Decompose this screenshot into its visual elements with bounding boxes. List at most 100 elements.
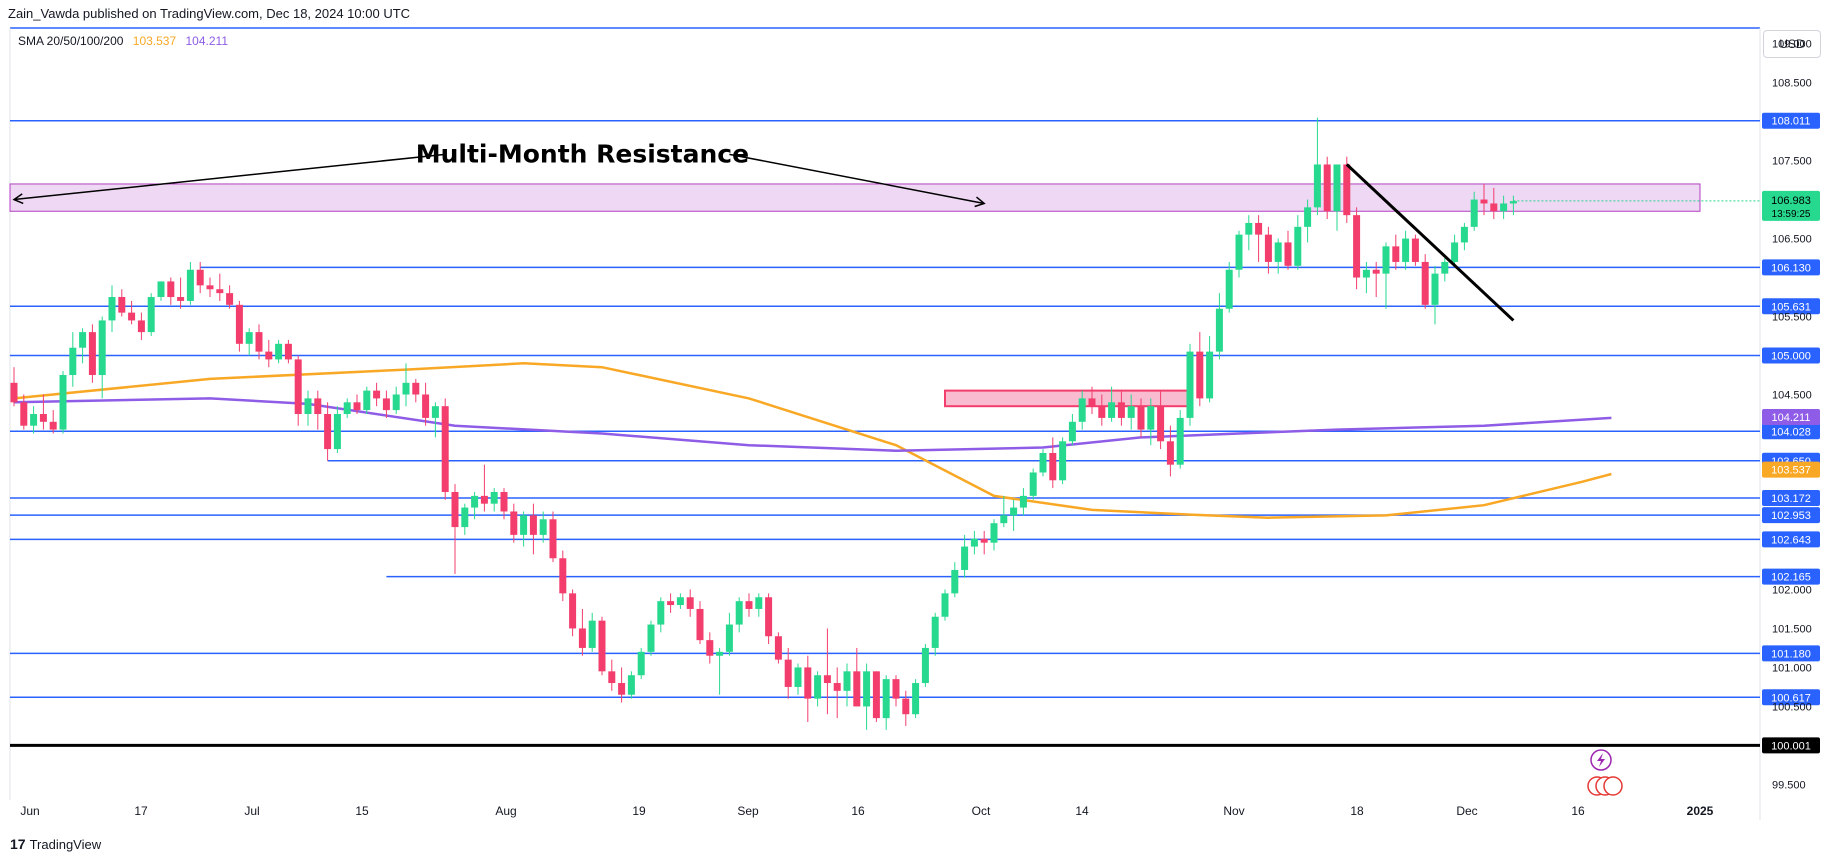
candle-body-131 (1294, 226, 1302, 266)
candle-138 (1362, 261, 1370, 294)
candle-96 (951, 562, 959, 598)
candle-body-123 (1215, 308, 1223, 352)
candle-129 (1274, 238, 1282, 274)
last-price-bg (1762, 190, 1820, 221)
candle-36 (363, 386, 371, 414)
level-label-text-0: 108.011 (1772, 116, 1811, 128)
candle-body-17 (177, 297, 185, 301)
candle-body-99 (980, 538, 988, 543)
sma-legend[interactable]: SMA 20/50/100/200 103.537 104.211 (18, 34, 234, 48)
candle-body-109 (1078, 398, 1086, 422)
candle-86 (853, 647, 861, 707)
currency-selector[interactable]: USD (1763, 30, 1821, 58)
level-label-text-9: 102.165 (1771, 572, 1811, 584)
level-label-text-3: 105.000 (1771, 351, 1811, 363)
level-label-text-8: 102.643 (1771, 534, 1811, 546)
level-label-0: 108.011 (1762, 112, 1820, 129)
candle-body-82 (814, 675, 822, 699)
candle-118 (1166, 425, 1174, 477)
tradingview-logo-icon: 17 (10, 836, 26, 852)
candle-body-15 (157, 281, 165, 298)
candle-69 (686, 589, 694, 617)
candle-100 (990, 519, 998, 551)
candle-body-23 (235, 304, 243, 344)
candle-body-14 (147, 297, 155, 333)
footer-brand[interactable]: 17 TradingView (10, 836, 101, 852)
demand-zone (944, 389, 1191, 408)
candle-26 (265, 339, 273, 368)
candle-11 (118, 289, 126, 317)
candle-body-41 (412, 382, 420, 395)
candle-116 (1147, 398, 1155, 446)
x-tick-10: Nov (1223, 804, 1244, 818)
candle-4 (49, 410, 57, 434)
candle-58 (578, 608, 586, 656)
y-tick-9: 100.500 (1772, 701, 1812, 713)
candle-3 (39, 394, 47, 430)
candle-body-45 (451, 491, 459, 528)
candle-body-64 (637, 651, 645, 676)
candle-73 (725, 612, 733, 656)
annotation-arrow-left-shaft (13, 153, 446, 201)
candle-body-11 (118, 297, 126, 313)
candle-120 (1186, 343, 1194, 426)
candle-104 (1029, 468, 1037, 500)
candle-8 (88, 324, 96, 383)
candle-101 (1000, 495, 1008, 528)
level-label-text-1: 106.130 (1771, 262, 1811, 274)
y-tick-5: 104.500 (1772, 390, 1812, 402)
candle-15 (157, 281, 165, 301)
y-tick-0: 109.000 (1772, 39, 1812, 51)
candle-body-88 (872, 671, 880, 719)
x-tick-2: Jul (244, 804, 259, 818)
candle-body-98 (970, 538, 978, 547)
candle-1 (20, 394, 28, 430)
level-label-8: 102.643 (1762, 531, 1820, 548)
candle-body-13 (137, 320, 145, 333)
candle-103 (1019, 488, 1027, 516)
candle-body-143 (1411, 238, 1419, 262)
x-tick-5: 19 (632, 804, 646, 818)
candle-body-26 (265, 351, 273, 360)
candle-134 (1323, 156, 1331, 220)
candle-87 (863, 663, 871, 730)
candle-body-89 (882, 679, 890, 719)
candle-body-75 (745, 601, 753, 609)
level-label-text-11: 100.617 (1771, 692, 1811, 704)
candle-46 (461, 503, 469, 535)
candle-body-104 (1029, 472, 1037, 496)
x-tick-14: 2025 (1687, 804, 1714, 818)
candle-143 (1411, 234, 1419, 266)
candle-body-121 (1196, 351, 1204, 399)
candle-144 (1421, 254, 1429, 309)
level-label-bg-3 (1762, 347, 1820, 364)
candle-80 (794, 663, 802, 695)
candle-123 (1215, 293, 1223, 360)
candle-body-102 (1010, 507, 1018, 516)
candle-body-24 (245, 332, 253, 344)
candle-body-81 (804, 667, 812, 699)
candle-67 (667, 593, 675, 613)
candle-97 (961, 534, 969, 578)
candle-body-92 (912, 683, 920, 715)
candle-body-67 (667, 601, 675, 606)
candle-body-95 (941, 593, 949, 617)
candle-body-2 (30, 414, 38, 426)
candle-39 (392, 386, 400, 414)
level-label-bg-4 (1762, 423, 1820, 440)
candle-63 (627, 671, 635, 699)
candle-body-71 (706, 640, 714, 656)
candle-98 (970, 530, 978, 555)
candle-44 (441, 398, 449, 500)
candle-body-40 (402, 382, 410, 395)
y-tick-1: 108.500 (1772, 78, 1812, 90)
candle-body-47 (471, 495, 479, 508)
y-tick-10: 99.500 (1772, 779, 1806, 791)
candle-150 (1480, 183, 1488, 216)
candle-body-125 (1235, 234, 1243, 270)
candle-151 (1490, 187, 1498, 220)
y-tick-3: 106.500 (1772, 234, 1812, 246)
candle-body-34 (343, 402, 351, 414)
candle-59 (588, 612, 596, 652)
